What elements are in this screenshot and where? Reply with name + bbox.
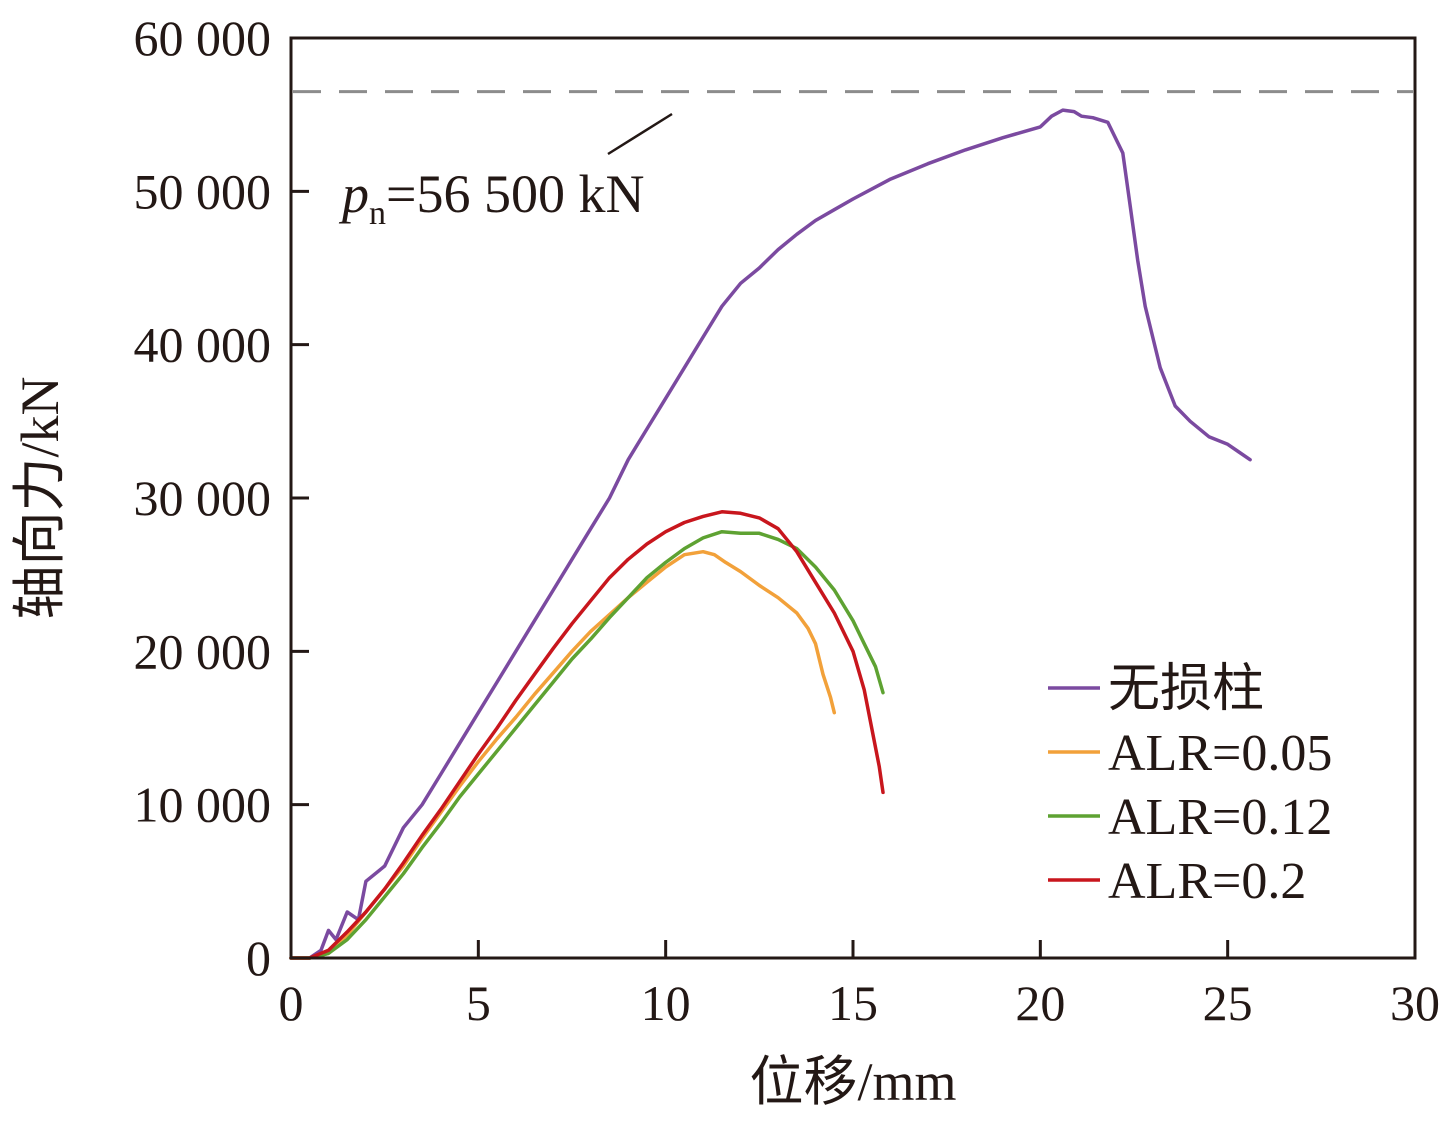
legend-label: 无损柱 [1108,661,1264,718]
y-axis-title: 轴向力/kN [10,377,70,620]
series-layer [289,108,1252,960]
legend-label: ALR=0.12 [1108,789,1332,846]
reference-label-sub: n [369,195,386,232]
y-tick-label: 30 000 [134,470,272,526]
x-tick-label: 0 [279,975,304,1031]
x-axis-title: 位移/mm [749,1052,956,1112]
x-axis: 0 5 10 15 20 25 30 [279,940,1440,1031]
x-tick-label: 25 [1203,975,1253,1031]
legend: 无损柱 ALR=0.05 ALR=0.12 ALR=0.2 [1048,661,1332,910]
y-tick-label: 40 000 [134,317,272,373]
series-line-0 [289,108,1252,960]
series-line-1 [289,549,837,960]
x-tick-label: 20 [1015,975,1065,1031]
y-tick-label: 60 000 [134,10,272,66]
reference-label-main: p [338,164,369,224]
series-line-3 [289,510,885,960]
legend-label: ALR=0.05 [1108,725,1332,782]
x-tick-label: 10 [641,975,691,1031]
y-axis: 0 10 000 20 000 30 000 40 000 50 000 60 000 [134,10,309,986]
y-tick-label: 10 000 [134,777,272,833]
y-tick-label: 50 000 [134,163,272,219]
x-tick-label: 5 [466,975,491,1031]
reference-label-rest: =56 500 kN [386,164,644,224]
reference-label: pn=56 500 kN [338,164,644,232]
series-line-2 [289,529,885,960]
y-tick-label: 0 [246,930,271,986]
legend-label: ALR=0.2 [1108,853,1306,910]
reference-layer: pn=56 500 kN [293,90,1413,232]
reference-leader-line [607,112,673,156]
y-tick-label: 20 000 [134,623,272,679]
x-tick-label: 30 [1390,975,1440,1031]
x-tick-label: 15 [828,975,878,1031]
